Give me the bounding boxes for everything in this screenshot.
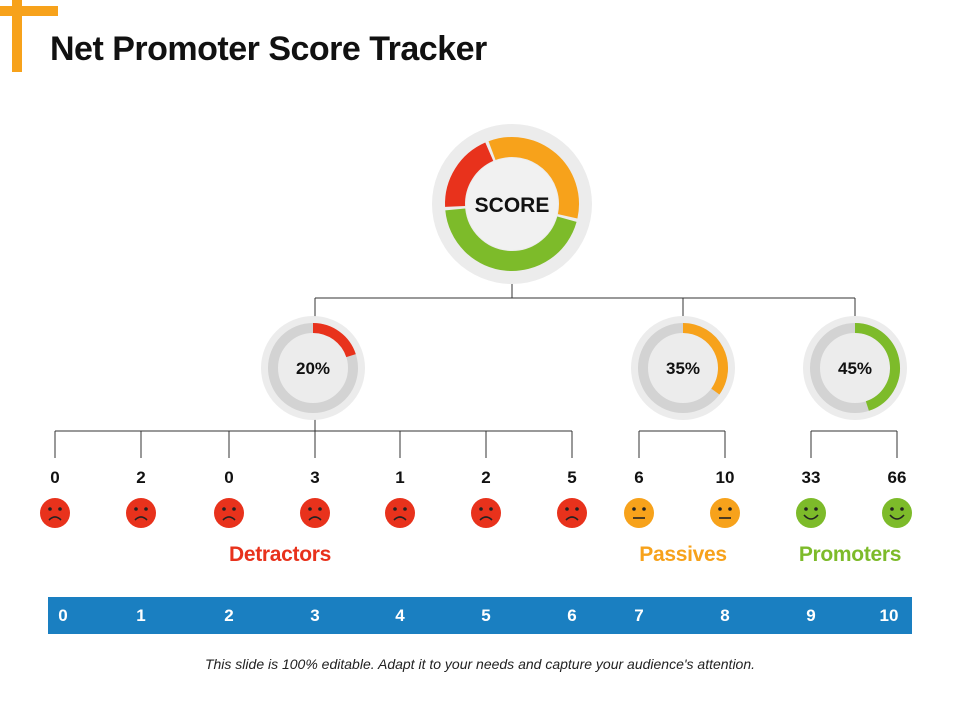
donut-promoters: 45% — [803, 316, 907, 420]
percent-label-passives: 35% — [666, 359, 700, 378]
sad-face-icon — [40, 498, 70, 528]
happy-face-icon — [882, 498, 912, 528]
response-count-8: 10 — [715, 468, 735, 487]
response-count-9: 33 — [801, 468, 821, 487]
footer-note: This slide is 100% editable. Adapt it to… — [204, 656, 756, 672]
sad-face-icon — [385, 498, 415, 528]
response-count-10: 66 — [887, 468, 907, 487]
response-count-6: 5 — [567, 468, 577, 487]
response-count-4: 1 — [395, 468, 405, 487]
score-label: SCORE — [475, 194, 550, 217]
response-count-0: 0 — [50, 468, 60, 487]
percent-label-promoters: 45% — [838, 359, 872, 378]
scale-number-10: 10 — [879, 606, 899, 625]
scale-number-9: 9 — [806, 606, 816, 625]
response-count-5: 2 — [481, 468, 491, 487]
group-label-promoters: Promoters — [798, 543, 902, 566]
response-count-1: 2 — [136, 468, 146, 487]
sad-face-icon — [471, 498, 501, 528]
rating-scale-bar: 0 1 2 3 4 5 6 7 8 9 10 — [48, 597, 912, 634]
response-count-3: 3 — [310, 468, 320, 487]
donut-fill-detractors — [312, 323, 356, 358]
group-label-detractors: Detractors — [228, 543, 332, 566]
response-count-2: 0 — [224, 468, 234, 487]
page-title: Net Promoter Score Tracker — [50, 30, 487, 68]
scale-number-5: 5 — [481, 606, 491, 625]
sad-face-icon — [557, 498, 587, 528]
sad-face-icon — [214, 498, 244, 528]
donut-detractors: 20% — [261, 316, 365, 420]
scale-number-2: 2 — [224, 606, 234, 625]
donut-fill-promoters — [854, 323, 900, 411]
scale-number-6: 6 — [567, 606, 577, 625]
scale-number-4: 4 — [395, 606, 405, 625]
score-segment-passives — [488, 137, 579, 219]
scale-number-8: 8 — [720, 606, 730, 625]
scale-number-7: 7 — [634, 606, 644, 625]
scale-number-3: 3 — [310, 606, 320, 625]
neutral-face-icon — [624, 498, 654, 528]
score-segment-detractors — [445, 142, 494, 207]
score-segment-promoters — [445, 208, 577, 271]
group-label-passives: Passives — [639, 543, 727, 566]
donut-fill-passives — [682, 323, 728, 395]
happy-face-icon — [796, 498, 826, 528]
scale-number-0: 0 — [58, 606, 68, 625]
percent-label-detractors: 20% — [296, 359, 330, 378]
score-donut-center — [466, 158, 558, 250]
sad-face-icon — [126, 498, 156, 528]
response-count-7: 6 — [634, 468, 644, 487]
corner-accent-icon — [0, 0, 58, 72]
neutral-face-icon — [710, 498, 740, 528]
sad-face-icon — [300, 498, 330, 528]
scale-number-1: 1 — [136, 606, 146, 625]
score-donut: SCORE — [432, 124, 592, 284]
donut-passives: 35% — [631, 316, 735, 420]
